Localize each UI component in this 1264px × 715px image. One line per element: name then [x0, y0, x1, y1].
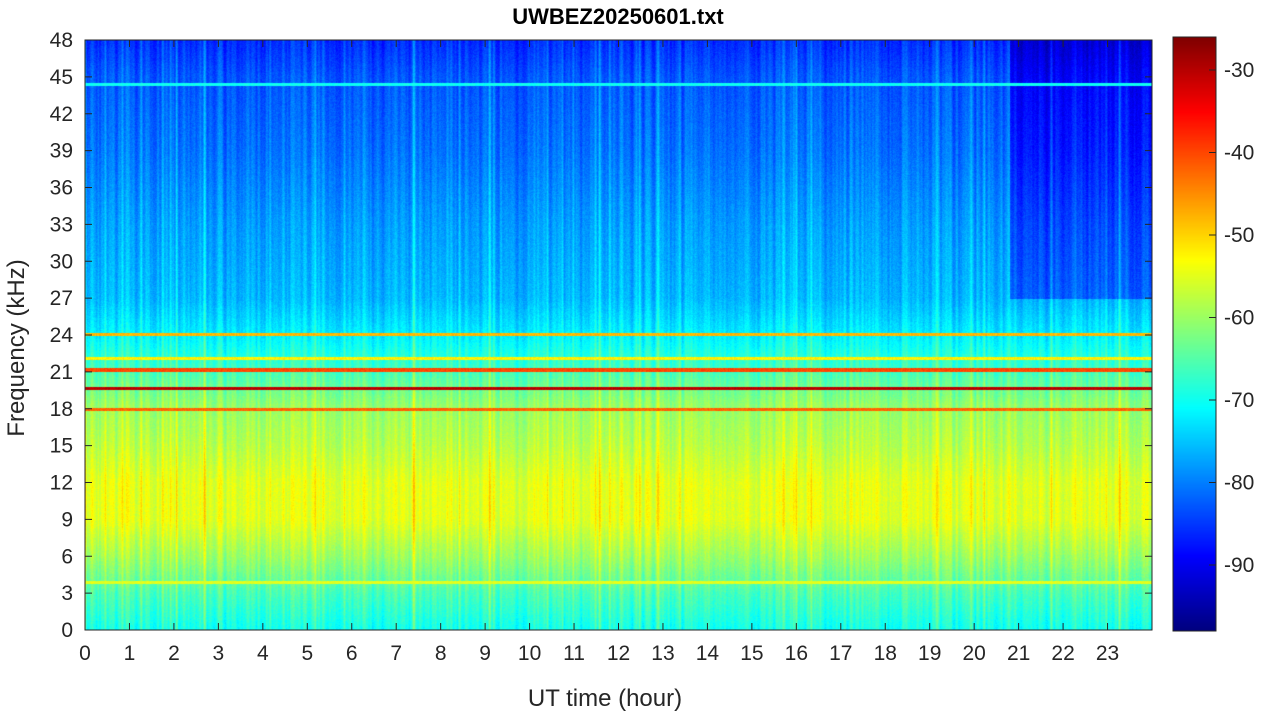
x-tick-label: 1 — [124, 642, 136, 665]
colorbar-tick-label: -50 — [1224, 224, 1254, 247]
colorbar-ticks: -90 -80 -70 -60 -50 -40 -30 — [1209, 59, 1254, 577]
x-tick-label: 3 — [213, 642, 225, 665]
y-tick-label: 27 — [50, 287, 73, 310]
x-tick-label: 12 — [607, 642, 630, 665]
x-tick-label: 16 — [785, 642, 808, 665]
x-tick-label: 8 — [435, 642, 447, 665]
x-tick-label: 0 — [79, 642, 91, 665]
x-tick-label: 11 — [563, 642, 585, 665]
x-tick-label: 14 — [696, 642, 720, 665]
spectrogram-image — [85, 40, 1152, 630]
y-tick-label: 3 — [61, 582, 73, 605]
colorbar-tick-label: -90 — [1224, 554, 1254, 577]
x-tick-label: 21 — [1007, 642, 1030, 665]
y-tick-label: 24 — [50, 324, 74, 347]
x-tick-label: 5 — [301, 642, 313, 665]
x-tick-label: 7 — [390, 642, 402, 665]
y-tick-label: 21 — [50, 361, 73, 384]
y-tick-label: 42 — [50, 103, 73, 126]
y-tick-label: 0 — [61, 619, 73, 642]
y-axis-label: Frequency (kHz) — [3, 259, 30, 436]
y-tick-label: 33 — [50, 213, 73, 236]
y-tick-label: 12 — [50, 472, 73, 495]
x-tick-label: 13 — [651, 642, 674, 665]
colorbar-tick-label: -80 — [1224, 472, 1254, 495]
y-tick-label: 18 — [50, 398, 73, 421]
colorbar-gradient — [1173, 37, 1216, 631]
x-tick-label: 18 — [874, 642, 897, 665]
x-tick-label: 9 — [479, 642, 491, 665]
colorbar-frame — [1172, 36, 1217, 632]
y-tick-label: 48 — [50, 29, 73, 52]
y-tick-label: 6 — [61, 545, 73, 568]
x-tick-label: 19 — [918, 642, 941, 665]
y-tick-label: 9 — [61, 508, 73, 531]
x-tick-label: 23 — [1096, 642, 1119, 665]
x-tick-label: 22 — [1051, 642, 1074, 665]
x-tick-label: 17 — [829, 642, 852, 665]
y-tick-label: 36 — [50, 177, 73, 200]
y-tick-label: 30 — [50, 250, 73, 273]
y-tick-label: 39 — [50, 140, 73, 163]
colorbar-tick-label: -30 — [1224, 59, 1254, 82]
x-tick-label: 15 — [740, 642, 763, 665]
x-tick-label: 2 — [168, 642, 180, 665]
x-tick-label: 10 — [518, 642, 541, 665]
y-tick-label: 15 — [50, 435, 73, 458]
x-tick-label: 20 — [962, 642, 985, 665]
y-tick-label: 45 — [50, 66, 73, 89]
colorbar-tick-label: -60 — [1224, 307, 1254, 330]
colorbar-tick-label: -40 — [1224, 142, 1254, 165]
x-axis-ticks: 0 1 2 3 4 5 6 7 8 9 10 11 12 13 14 15 16 17 18 19 20 21 22 23 — [79, 40, 1119, 665]
x-tick-label: 6 — [346, 642, 358, 665]
x-axis-label: UT time (hour) — [528, 685, 682, 712]
colorbar-tick-label: -70 — [1224, 389, 1254, 412]
x-tick-label: 4 — [257, 642, 269, 665]
chart-title: UWBEZ20250601.txt — [512, 4, 724, 29]
